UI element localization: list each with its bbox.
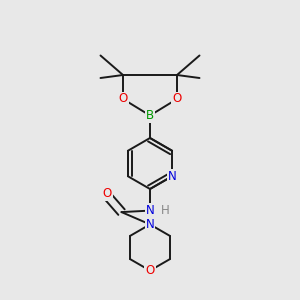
Text: O: O <box>146 264 154 277</box>
Text: N: N <box>146 218 154 231</box>
Text: O: O <box>172 92 182 106</box>
Text: O: O <box>103 187 112 200</box>
Text: O: O <box>118 92 127 106</box>
Text: B: B <box>146 109 154 122</box>
Text: H: H <box>161 204 170 217</box>
Text: N: N <box>168 170 176 183</box>
Text: N: N <box>146 204 154 217</box>
